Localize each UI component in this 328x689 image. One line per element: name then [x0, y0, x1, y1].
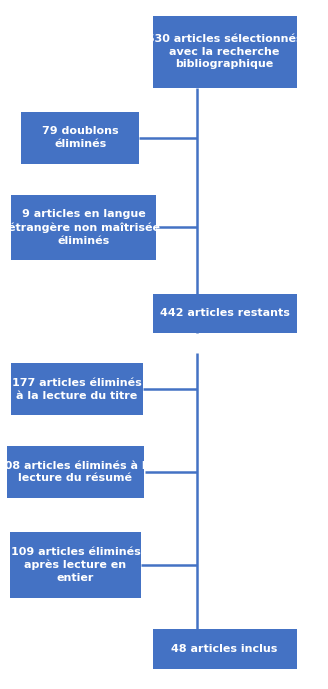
Text: 9 articles en langue
étrangère non maîtrisée
éliminés: 9 articles en langue étrangère non maîtr…: [8, 209, 160, 245]
Text: 108 articles éliminés à la
lecture du résumé: 108 articles éliminés à la lecture du ré…: [0, 460, 154, 484]
Bar: [153, 294, 297, 333]
Bar: [153, 15, 297, 88]
Text: 442 articles restants: 442 articles restants: [160, 309, 290, 318]
Text: 530 articles sélectionnés
avec la recherche
bibliographique: 530 articles sélectionnés avec la recher…: [147, 34, 302, 70]
Bar: [153, 629, 297, 669]
Bar: [11, 194, 156, 260]
Bar: [21, 112, 139, 163]
Bar: [7, 446, 144, 497]
Text: 48 articles inclus: 48 articles inclus: [172, 644, 278, 654]
Bar: [11, 364, 143, 415]
Text: 79 doublons
éliminés: 79 doublons éliminés: [42, 126, 119, 150]
Text: 177 articles éliminés
à la lecture du titre: 177 articles éliminés à la lecture du ti…: [12, 378, 142, 401]
Bar: [10, 532, 141, 597]
Text: 109 articles éliminés
après lecture en
entier: 109 articles éliminés après lecture en e…: [10, 547, 140, 583]
